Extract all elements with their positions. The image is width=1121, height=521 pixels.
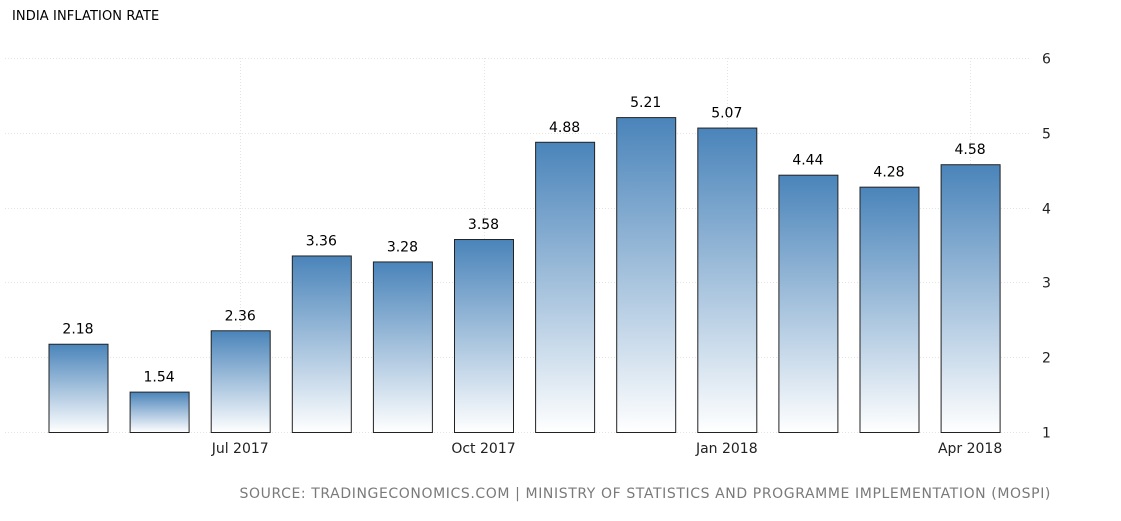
y-tick-label: 2: [1042, 351, 1051, 367]
data-label: 4.88: [549, 120, 580, 136]
bar: [372, 261, 433, 433]
y-axis-ticks: 1 2 3 4 5 6: [1042, 52, 1051, 442]
data-label: 5.21: [630, 95, 661, 111]
chart-title: INDIA INFLATION RATE: [12, 9, 160, 24]
bar: [48, 343, 109, 433]
data-label: 2.36: [225, 308, 256, 324]
bar: [129, 391, 190, 433]
data-label: 1.54: [144, 370, 175, 386]
data-label: 4.44: [792, 153, 823, 169]
bars: [48, 117, 1001, 434]
data-label: 5.07: [711, 106, 742, 122]
y-tick-label: 6: [1042, 52, 1051, 68]
y-tick-label: 1: [1042, 426, 1051, 442]
bar: [291, 255, 352, 433]
data-label: 3.58: [468, 217, 499, 233]
y-tick-label: 4: [1042, 202, 1051, 218]
data-label: 4.28: [873, 165, 904, 181]
data-label: 4.58: [955, 142, 986, 158]
bar: [859, 186, 920, 433]
x-axis-ticks: Jul 2017 Oct 2017 Jan 2018 Apr 2018: [211, 441, 1003, 457]
bar: [210, 330, 271, 433]
x-tick-label: Oct 2017: [451, 441, 515, 457]
y-tick-label: 5: [1042, 127, 1051, 143]
source-note: SOURCE: TRADINGECONOMICS.COM | MINISTRY …: [239, 486, 1051, 502]
bar: [454, 239, 514, 433]
data-label: 3.28: [387, 239, 418, 255]
bar: [535, 141, 596, 433]
bar: [778, 174, 839, 434]
x-tick-label: Jul 2017: [211, 441, 269, 457]
data-label: 2.18: [62, 322, 93, 338]
x-tick-label: Jan 2018: [695, 441, 758, 457]
data-labels: 2.18 1.54 2.36 3.36 3.28 3.58 4.88 5.21 5.07 4.44…: [62, 95, 985, 386]
bar: [616, 117, 677, 433]
data-label: 3.36: [306, 233, 337, 249]
x-tick-label: Apr 2018: [938, 441, 1002, 457]
y-tick-label: 3: [1042, 276, 1051, 292]
bar: [940, 164, 1001, 433]
bar: [697, 127, 758, 433]
